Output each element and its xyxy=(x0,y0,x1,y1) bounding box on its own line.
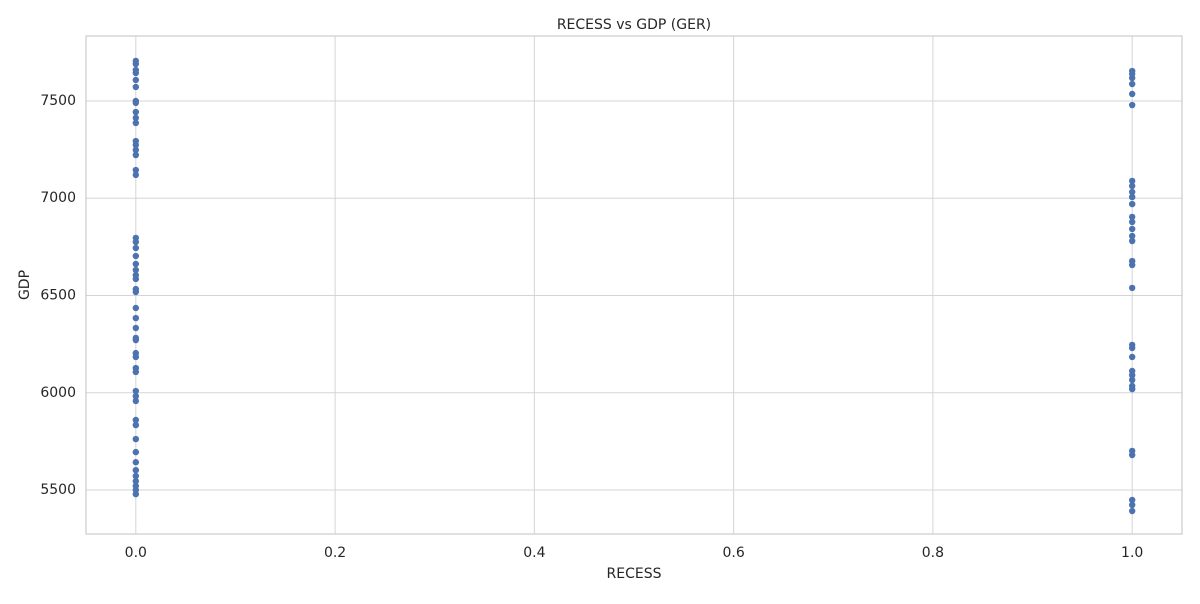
point xyxy=(132,288,140,296)
point xyxy=(1128,188,1136,196)
point xyxy=(1128,225,1136,233)
point xyxy=(1128,385,1136,393)
point xyxy=(132,466,140,474)
point xyxy=(132,397,140,405)
y-tick-label: 5500 xyxy=(40,482,76,498)
y-axis-label: GDP xyxy=(17,270,33,300)
point xyxy=(132,416,140,424)
point xyxy=(132,260,140,268)
point xyxy=(1128,232,1136,240)
point xyxy=(1128,261,1136,269)
point xyxy=(132,275,140,283)
point xyxy=(1128,218,1136,226)
point xyxy=(132,114,140,122)
point xyxy=(132,166,140,174)
point xyxy=(132,238,140,246)
x-tick-label: 0.8 xyxy=(922,545,944,561)
point xyxy=(132,76,140,84)
point xyxy=(1128,353,1136,361)
point xyxy=(132,353,140,361)
point xyxy=(1128,501,1136,509)
point xyxy=(1128,376,1136,384)
point xyxy=(132,490,140,498)
point xyxy=(1128,177,1136,185)
point xyxy=(132,336,140,344)
x-axis-label: RECESS xyxy=(607,566,662,582)
point xyxy=(132,421,140,429)
point xyxy=(132,324,140,332)
point xyxy=(1128,101,1136,109)
point xyxy=(1128,80,1136,88)
point xyxy=(1128,200,1136,208)
point xyxy=(132,435,140,443)
y-tick-label: 7000 xyxy=(40,190,76,206)
x-tick-label: 0.0 xyxy=(125,545,147,561)
point xyxy=(132,266,140,274)
plot-frame xyxy=(85,35,1183,535)
point xyxy=(132,151,140,159)
point xyxy=(132,314,140,322)
point xyxy=(132,146,140,154)
x-tick-label: 0.6 xyxy=(723,545,745,561)
point xyxy=(1128,213,1136,221)
point xyxy=(132,368,140,376)
point xyxy=(132,244,140,252)
point xyxy=(132,304,140,312)
y-tick-label: 6000 xyxy=(40,385,76,401)
point xyxy=(132,69,140,77)
point xyxy=(1128,507,1136,515)
point xyxy=(1128,74,1136,82)
point xyxy=(1128,344,1136,352)
point xyxy=(132,252,140,260)
point xyxy=(132,448,140,456)
point xyxy=(1128,193,1136,201)
point xyxy=(132,99,140,107)
y-tick-label: 7500 xyxy=(40,93,76,109)
point xyxy=(132,108,140,116)
point xyxy=(132,392,140,400)
point xyxy=(132,472,140,480)
point xyxy=(1128,451,1136,459)
point xyxy=(132,477,140,485)
x-tick-label: 1.0 xyxy=(1121,545,1143,561)
point xyxy=(132,387,140,395)
point xyxy=(1128,182,1136,190)
point xyxy=(132,171,140,179)
point xyxy=(1128,371,1136,379)
point xyxy=(132,119,140,127)
point xyxy=(132,83,140,91)
point xyxy=(1128,284,1136,292)
point xyxy=(132,60,140,68)
point xyxy=(1128,496,1136,504)
y-tick-label: 6500 xyxy=(40,288,76,304)
point xyxy=(132,459,140,466)
x-tick-label: 0.2 xyxy=(324,545,346,561)
point xyxy=(1128,237,1136,245)
point xyxy=(132,141,140,149)
x-tick-label: 0.4 xyxy=(523,545,545,561)
chart-title: RECESS vs GDP (GER) xyxy=(557,17,711,33)
point xyxy=(1128,90,1136,98)
